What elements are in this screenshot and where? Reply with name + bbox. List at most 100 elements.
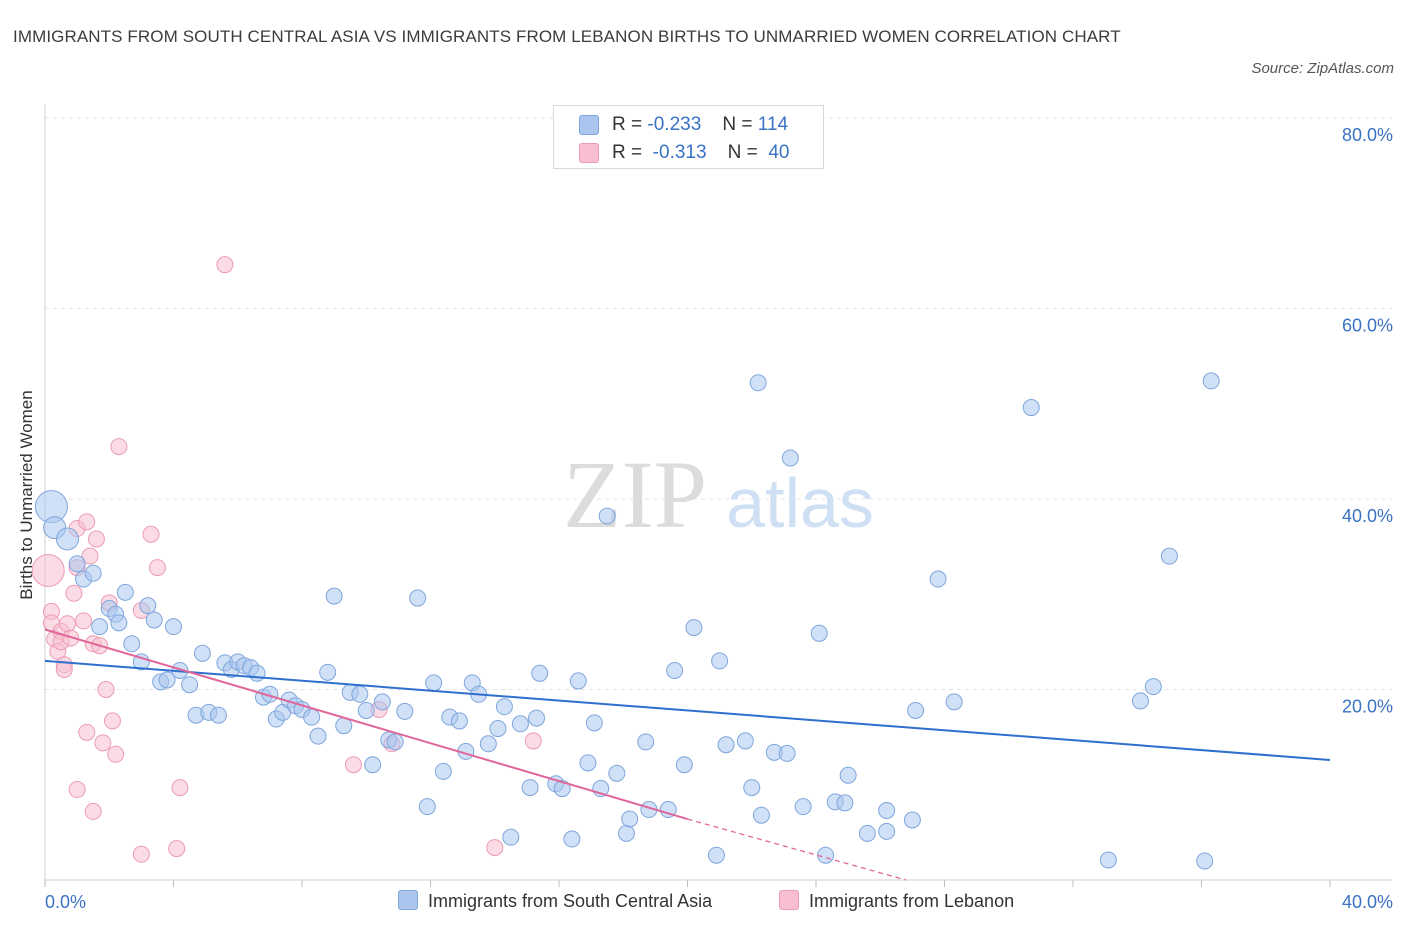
lebanon-trend-extension <box>687 818 907 881</box>
lebanon-point <box>216 256 234 274</box>
south-central-asia-point <box>319 663 337 681</box>
south-central-asia-trend-line <box>44 659 1331 761</box>
south-central-asia-point <box>1131 692 1149 710</box>
axes <box>44 104 1392 887</box>
south-central-asia-point <box>675 756 693 774</box>
lebanon-point <box>524 732 542 750</box>
legend-n-value: 40 <box>768 142 790 163</box>
south-central-asia-point <box>193 644 211 662</box>
south-central-asia-point <box>907 701 925 719</box>
south-central-asia-point <box>736 732 754 750</box>
south-central-asia-point <box>158 671 176 689</box>
grid-lines <box>45 117 1392 690</box>
legend-r-label: R = <box>612 142 643 163</box>
south-central-asia-point <box>123 635 141 653</box>
south-central-asia-point <box>836 794 854 812</box>
x-tick-label: 0.0% <box>45 892 86 912</box>
south-central-asia-point <box>598 507 616 525</box>
lebanon-point <box>75 612 93 630</box>
bottom-legend-label: Immigrants from South Central Asia <box>428 891 713 911</box>
lebanon-point <box>168 840 186 858</box>
watermark-atlas: atlas <box>726 464 874 542</box>
bottom-legend-south-central-asia: Immigrants from South Central Asia <box>398 888 712 914</box>
south-central-asia-point <box>145 611 163 629</box>
lebanon-point <box>84 802 102 820</box>
south-central-asia-point <box>608 764 626 782</box>
legend-r-value: -0.313 <box>652 142 707 163</box>
south-central-asia-point <box>781 449 799 467</box>
south-central-asia-point <box>749 374 767 392</box>
south-central-asia-point <box>303 708 321 726</box>
chart-title: IMMIGRANTS FROM SOUTH CENTRAL ASIA VS IM… <box>13 27 1121 46</box>
south-central-asia-point <box>325 587 343 605</box>
lebanon-point <box>97 681 115 698</box>
south-central-asia-point <box>794 798 812 816</box>
south-central-asia-point <box>579 754 597 772</box>
south-central-asia-point <box>839 766 857 784</box>
zipatlas-watermark: ZIP atlas <box>563 441 874 548</box>
south-central-asia-point <box>528 709 546 727</box>
south-central-asia-point <box>569 672 587 690</box>
south-central-asia-point <box>511 715 529 733</box>
south-central-asia-point <box>903 811 921 829</box>
lebanon-point <box>107 745 125 763</box>
south-central-asia-point <box>717 736 735 754</box>
y-tick-label: 40.0% <box>1342 506 1393 526</box>
lebanon-point <box>132 845 150 863</box>
south-central-asia-point <box>858 824 876 842</box>
lebanon-point <box>171 779 189 797</box>
south-central-asia-point <box>1144 678 1162 696</box>
south-central-asia-point <box>209 706 227 724</box>
south-central-asia-point <box>637 733 655 751</box>
south-central-asia-point <box>373 693 391 711</box>
bottom-legend-label: Immigrants from Lebanon <box>809 891 1015 911</box>
south-central-asia-point <box>351 685 369 703</box>
y-tick-label: 20.0% <box>1342 697 1393 717</box>
south-central-asia-point <box>585 714 603 732</box>
south-central-asia-point <box>711 652 729 670</box>
lebanon-point <box>55 660 73 678</box>
south-central-asia-point <box>878 801 896 819</box>
lebanon-point <box>87 530 105 548</box>
y-tick-label: 60.0% <box>1342 316 1393 336</box>
legend-n-label: N = <box>722 114 753 135</box>
legend-r-label: R = <box>612 114 643 135</box>
lebanon-point <box>65 584 83 602</box>
south-central-asia-point <box>386 733 404 751</box>
legend-n-label: N = <box>727 142 758 163</box>
south-central-asia-point <box>685 619 703 637</box>
south-central-asia-point <box>68 555 86 573</box>
south-central-asia-point <box>621 810 639 828</box>
lebanon-point <box>486 839 504 857</box>
lebanon-points <box>31 256 542 863</box>
south-central-asia-point <box>364 756 382 774</box>
south-central-asia-point <box>752 806 770 824</box>
bottom-legend-swatch-blue <box>398 890 418 910</box>
south-central-asia-point <box>1099 851 1117 869</box>
south-central-asia-point <box>878 822 896 840</box>
south-central-asia-point <box>666 661 684 679</box>
bottom-legend-swatch-pink <box>779 890 799 910</box>
south-central-asia-point <box>450 712 468 730</box>
south-central-asia-point <box>425 674 443 692</box>
lebanon-point <box>110 438 128 456</box>
south-central-asia-point <box>531 664 549 682</box>
lebanon-point <box>94 734 112 752</box>
south-central-asia-point <box>1202 372 1220 390</box>
x-tick-label: 40.0% <box>1342 892 1393 912</box>
south-central-asia-point <box>91 618 109 636</box>
trend-lines <box>44 628 1331 881</box>
south-central-asia-point <box>553 780 571 798</box>
correlation-legend: R = -0.233 N = 114 R = -0.313 N = 40 <box>553 105 824 169</box>
south-central-asia-point <box>139 597 157 615</box>
south-central-asia-point <box>743 779 761 797</box>
south-central-asia-point <box>434 762 452 780</box>
lebanon-point <box>142 525 160 543</box>
south-central-asia-points <box>34 372 1220 870</box>
legend-swatch-blue <box>579 115 599 135</box>
south-central-asia-point <box>165 618 182 636</box>
south-central-asia-point <box>617 824 635 842</box>
south-central-asia-point <box>132 653 150 671</box>
south-central-asia-point <box>707 846 725 864</box>
